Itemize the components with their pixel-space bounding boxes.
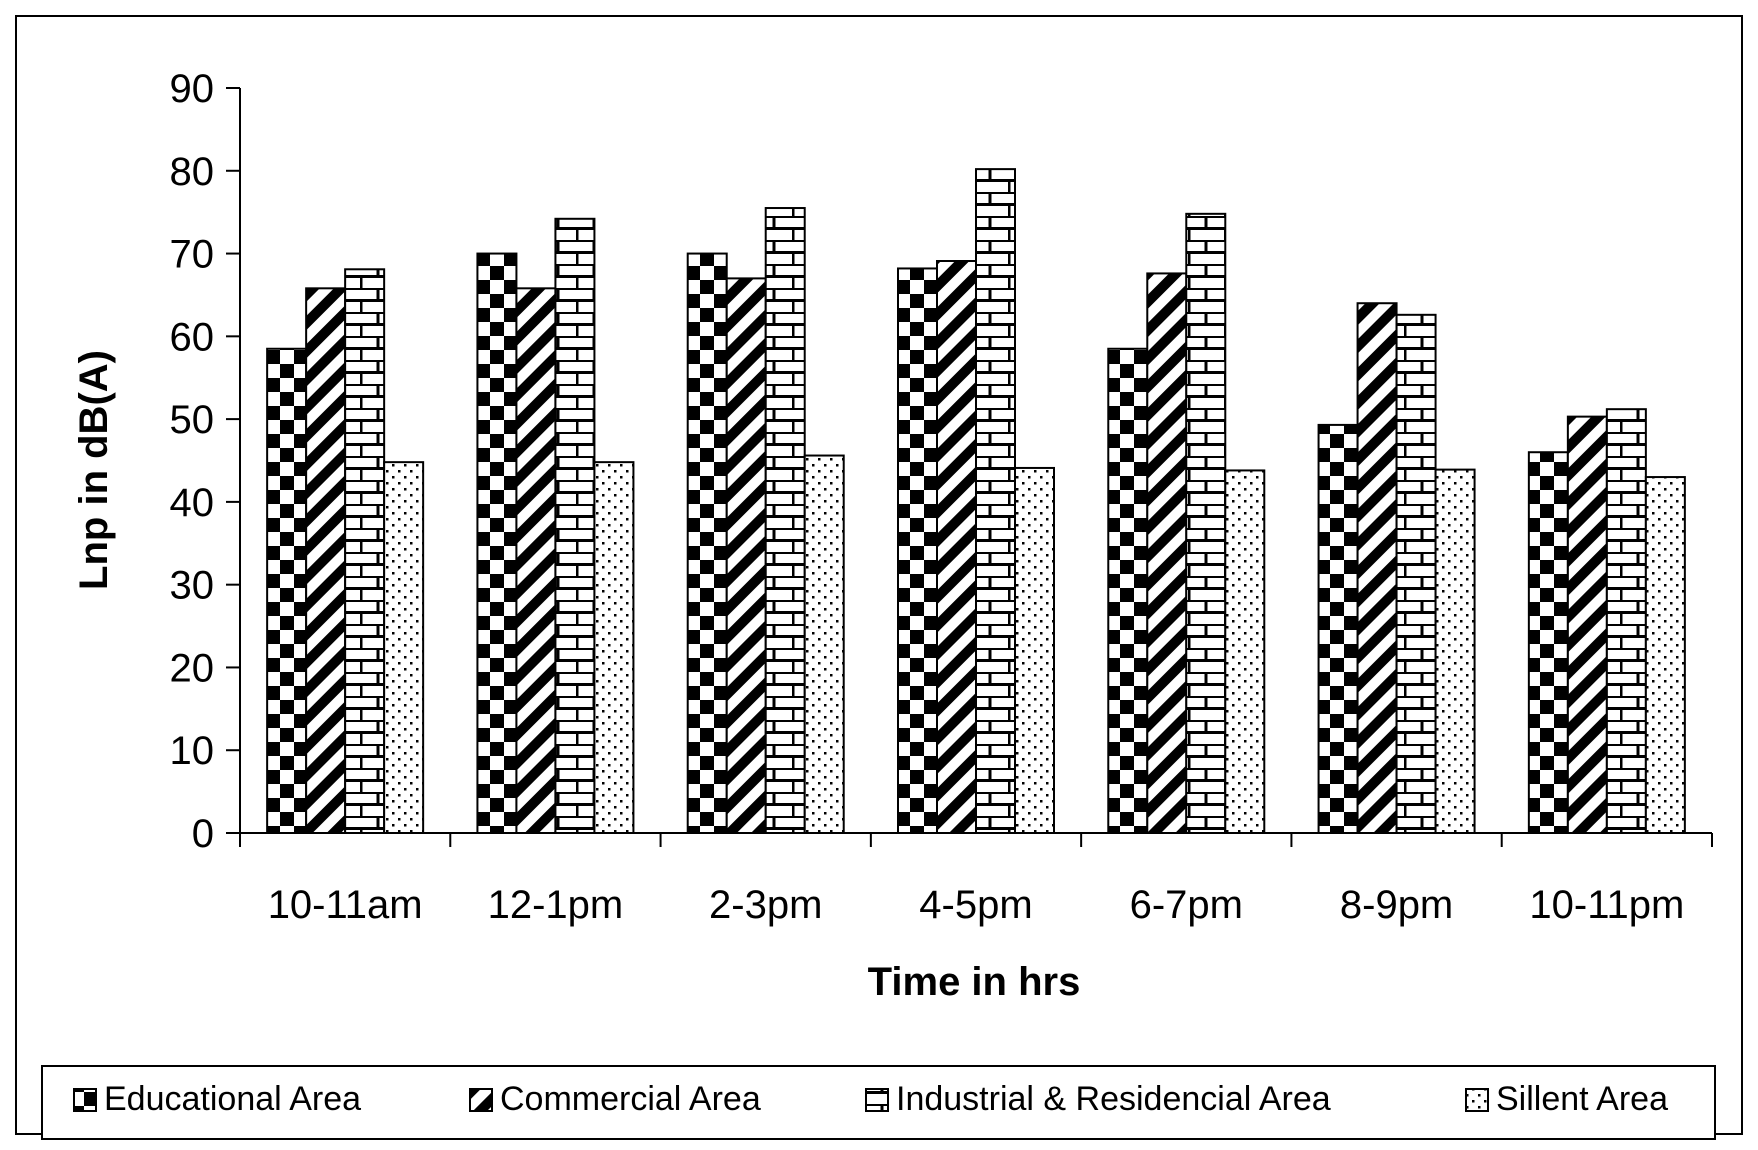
bar-checker xyxy=(686,252,728,835)
bar-checker xyxy=(1107,347,1149,834)
bar-dots xyxy=(1434,468,1476,834)
y-tick-label: 50 xyxy=(170,398,215,442)
y-tick-label: 60 xyxy=(170,315,215,359)
x-tick-label: 4-5pm xyxy=(919,883,1032,927)
legend-swatch xyxy=(469,1088,493,1112)
y-tick-label: 30 xyxy=(170,564,215,608)
bar-brick xyxy=(1605,408,1647,834)
bar-brick xyxy=(554,217,596,835)
legend-swatch xyxy=(73,1088,97,1112)
legend-items: Educational Area Commercial Area Industria… xyxy=(73,1080,1668,1118)
bar-dots xyxy=(803,454,845,834)
bar-brick xyxy=(1185,212,1227,835)
bar-diagonal xyxy=(515,287,557,835)
x-axis-title: Time in hrs xyxy=(868,960,1081,1004)
bar-checker xyxy=(1317,423,1359,834)
bar-diagonal xyxy=(1566,415,1608,834)
legend: Educational Area Commercial Area Industria… xyxy=(41,1065,1716,1140)
bar-brick xyxy=(1395,313,1437,834)
y-axis: 0 10 20 30 40 50 60 70 80 90 xyxy=(170,67,241,856)
x-tick-label: 10-11pm xyxy=(1529,883,1684,927)
x-tick-label: 2-3pm xyxy=(709,883,822,927)
legend-swatch xyxy=(1465,1088,1489,1112)
bar-brick xyxy=(975,168,1016,835)
y-tick-label: 90 xyxy=(170,67,215,111)
bar-dots xyxy=(593,461,635,834)
legend-swatch xyxy=(865,1088,889,1112)
legend-label: Sillent Area xyxy=(1496,1080,1668,1118)
bar-checker xyxy=(1527,451,1569,834)
bar-checker xyxy=(266,347,308,834)
bar-brick xyxy=(764,207,806,834)
bar-dots xyxy=(1224,469,1266,834)
y-tick-label: 80 xyxy=(170,150,215,194)
bar-diagonal xyxy=(1146,272,1188,834)
bar-checker xyxy=(897,267,938,834)
bar-dots xyxy=(383,461,425,834)
legend-label: Commercial Area xyxy=(500,1080,761,1118)
y-tick-label: 0 xyxy=(192,812,214,856)
bar-diagonal xyxy=(725,277,767,834)
bar-brick xyxy=(344,268,386,834)
x-tick-label: 8-9pm xyxy=(1340,883,1453,927)
bars xyxy=(266,168,1686,835)
bar-checker xyxy=(476,252,518,835)
bar-dots xyxy=(1644,476,1686,834)
y-tick-label: 40 xyxy=(170,481,215,525)
legend-label: Educational Area xyxy=(104,1080,361,1118)
bar-diagonal xyxy=(936,260,977,834)
legend-label: Industrial & Residencial Area xyxy=(896,1080,1331,1118)
y-axis-title: Lnp in dB(A) xyxy=(72,350,116,590)
y-tick-label: 10 xyxy=(170,729,215,773)
y-tick-label: 70 xyxy=(170,233,215,277)
x-tick-label: 12-1pm xyxy=(488,883,624,927)
bar-diagonal xyxy=(1356,302,1398,834)
bar-dots xyxy=(1014,466,1055,834)
x-tick-label: 10-11am xyxy=(268,883,423,927)
bar-diagonal xyxy=(305,287,347,835)
y-tick-label: 20 xyxy=(170,646,215,690)
x-tick-label: 6-7pm xyxy=(1130,883,1243,927)
